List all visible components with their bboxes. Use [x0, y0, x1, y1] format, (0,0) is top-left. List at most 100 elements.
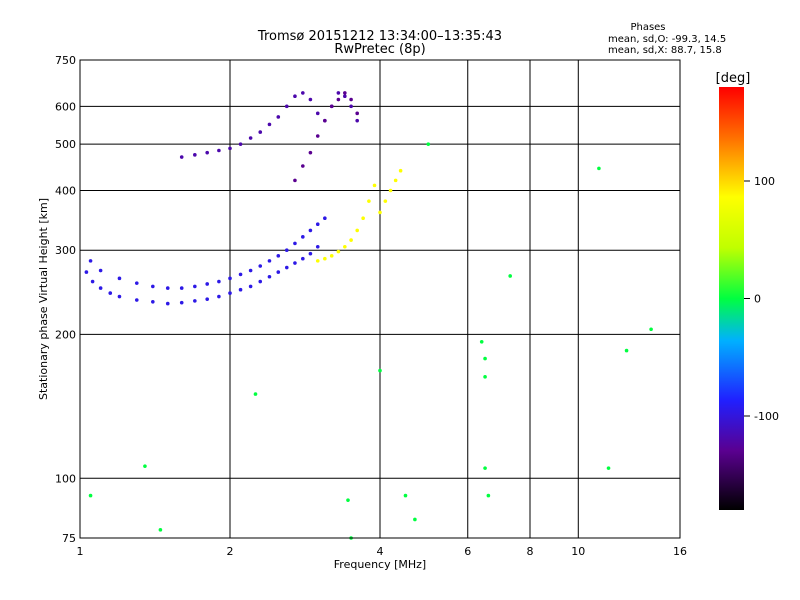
- y-tick-label: 100: [55, 472, 76, 485]
- data-point: [179, 155, 184, 159]
- data-point: [355, 111, 359, 116]
- data-point: [284, 104, 289, 109]
- data-point: [486, 493, 491, 498]
- colorbar-tick-label: 100: [754, 175, 775, 188]
- stats-line-x: mean, sd,X: 88.7, 15.8: [608, 45, 722, 56]
- data-point: [343, 94, 347, 98]
- data-point: [238, 272, 243, 277]
- data-point: [349, 238, 353, 242]
- data-point: [301, 91, 305, 95]
- data-point: [88, 259, 93, 263]
- data-point: [134, 281, 139, 285]
- data-point: [483, 375, 487, 379]
- data-point: [117, 294, 122, 299]
- data-point: [343, 91, 347, 95]
- data-point: [508, 274, 512, 278]
- y-tick-label: 75: [62, 532, 76, 545]
- plot-area: 1 2 4 6 8 10 16 75 100 200 300 400 500 600 750: [55, 54, 687, 558]
- x-tick-label: 6: [464, 545, 471, 558]
- data-point: [267, 274, 272, 279]
- data-point: [315, 134, 320, 138]
- data-point: [413, 517, 417, 522]
- data-point: [367, 199, 371, 203]
- data-points: [84, 91, 653, 540]
- data-point: [308, 228, 313, 233]
- data-point: [293, 261, 297, 265]
- data-point: [151, 284, 155, 289]
- data-point: [308, 150, 313, 155]
- data-point: [483, 466, 487, 470]
- data-point: [267, 122, 272, 127]
- data-point: [301, 235, 305, 239]
- data-point: [151, 299, 155, 304]
- data-point: [426, 142, 431, 146]
- colorbar-tick-label: -100: [754, 410, 779, 423]
- data-point: [403, 493, 408, 498]
- data-point: [238, 142, 243, 146]
- x-tick-label: 8: [527, 545, 534, 558]
- plot-frame: [79, 59, 681, 539]
- x-tick-label: 2: [227, 545, 234, 558]
- data-point: [483, 356, 487, 361]
- colorbar: [719, 87, 744, 510]
- data-point: [108, 291, 113, 295]
- data-point: [88, 493, 93, 498]
- chart-subtitle: RwPretec (8p): [334, 42, 425, 57]
- data-point: [276, 254, 281, 258]
- data-point: [228, 291, 232, 295]
- data-point: [349, 97, 353, 102]
- data-point: [301, 256, 305, 261]
- data-point: [355, 228, 359, 233]
- data-point: [624, 348, 629, 353]
- data-point: [276, 115, 281, 119]
- data-point: [165, 301, 170, 306]
- y-tick-label: 300: [55, 244, 76, 257]
- chart-title: Tromsø 20151212 13:34:00–13:35:43: [257, 29, 502, 44]
- data-point: [90, 279, 95, 284]
- data-point: [649, 327, 653, 332]
- data-point: [217, 279, 221, 284]
- data-point: [193, 153, 197, 157]
- data-point: [378, 368, 382, 373]
- data-point: [276, 270, 281, 274]
- data-point: [336, 91, 341, 95]
- data-point: [315, 222, 320, 227]
- data-point: [248, 136, 253, 140]
- data-point: [267, 259, 272, 263]
- data-point: [293, 94, 297, 98]
- stats-line-o: mean, sd,O: -99.3, 14.5: [608, 34, 726, 45]
- data-point: [323, 216, 327, 221]
- colorbar-label: [deg]: [716, 71, 751, 86]
- data-point: [323, 256, 327, 261]
- data-point: [205, 282, 209, 286]
- data-point: [238, 287, 243, 292]
- data-point: [179, 286, 184, 290]
- y-tick-labels: 75 100 200 300 400 500 600 750: [55, 54, 76, 545]
- x-tick-label: 16: [673, 545, 687, 558]
- data-point: [143, 464, 147, 468]
- data-point: [293, 241, 297, 246]
- data-point: [393, 178, 398, 183]
- y-tick-label: 400: [55, 184, 76, 197]
- data-point: [98, 286, 103, 290]
- data-point: [606, 466, 611, 470]
- y-tick-label: 600: [55, 100, 76, 113]
- data-point: [479, 339, 484, 344]
- data-point: [388, 188, 393, 193]
- data-point: [258, 264, 263, 268]
- data-point: [361, 216, 365, 221]
- data-point: [158, 528, 163, 532]
- data-point: [248, 284, 253, 289]
- gridlines: [79, 60, 681, 538]
- stats-title: Phases: [630, 22, 665, 33]
- data-point: [193, 299, 197, 303]
- data-point: [258, 130, 263, 134]
- data-point: [248, 268, 253, 273]
- data-point: [308, 251, 313, 256]
- data-point: [228, 146, 232, 151]
- data-point: [398, 168, 403, 173]
- data-point: [301, 164, 305, 168]
- data-point: [315, 259, 320, 263]
- y-tick-label: 200: [55, 328, 76, 341]
